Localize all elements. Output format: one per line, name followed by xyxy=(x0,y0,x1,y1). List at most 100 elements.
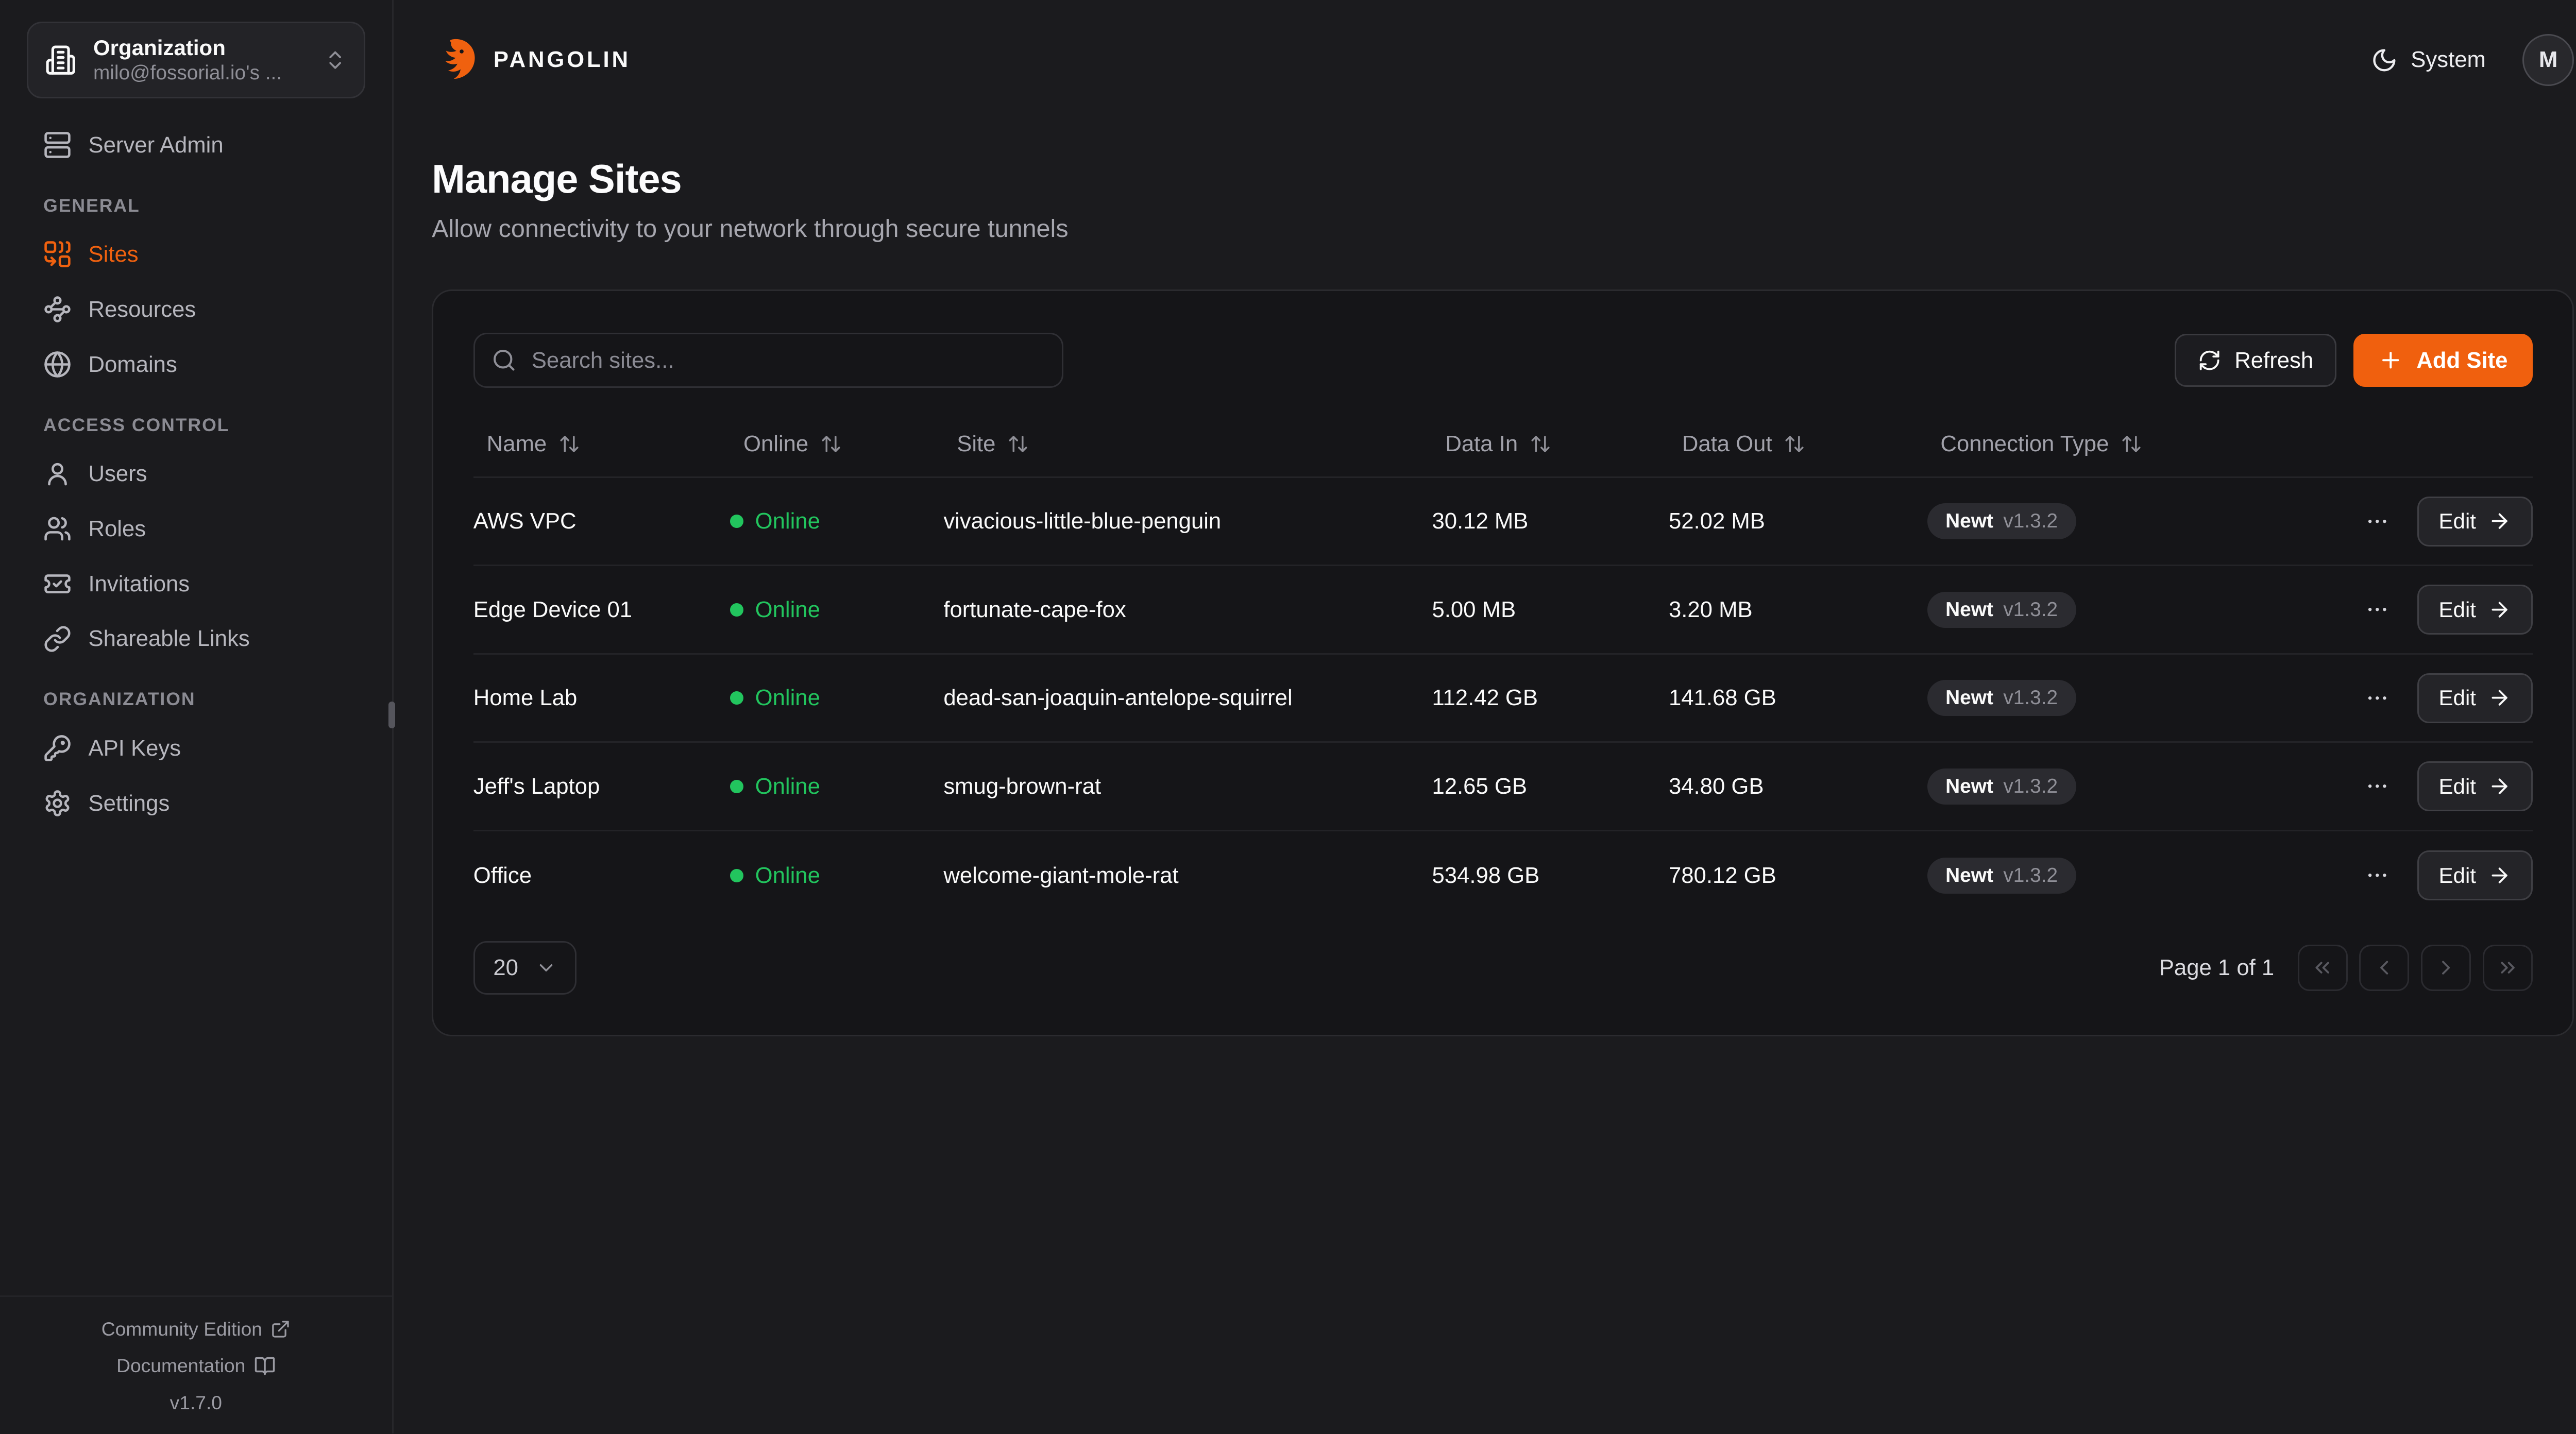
first-page-button[interactable] xyxy=(2297,944,2348,992)
edit-button[interactable]: Edit xyxy=(2417,761,2533,812)
cell-data-out: 141.68 GB xyxy=(1668,685,1776,711)
column-header-site[interactable]: Site xyxy=(943,431,1432,457)
brand-logo: PANGOLIN xyxy=(432,36,631,84)
online-dot-icon xyxy=(730,691,743,705)
column-header-label: Name xyxy=(486,431,547,456)
sidebar-footer: Community Edition Documentation v1.7.0 xyxy=(0,1295,392,1433)
chevron-left-icon xyxy=(2380,961,2388,975)
table-row: AWS VPC Online vivacious-little-blue-pen… xyxy=(473,478,2533,567)
connection-version-label: v1.3.2 xyxy=(2003,775,2058,797)
status-label: Online xyxy=(755,508,820,534)
prev-page-button[interactable] xyxy=(2359,944,2410,992)
cell-status: Online xyxy=(730,508,943,534)
ticket-check-icon xyxy=(43,570,72,598)
row-menu-button[interactable] xyxy=(2354,675,2401,722)
add-site-button[interactable]: Add Site xyxy=(2353,333,2533,387)
toolbar-actions: Refresh Add Site xyxy=(2175,333,2533,387)
cell-status: Online xyxy=(730,685,943,711)
edit-button-label: Edit xyxy=(2438,686,2476,710)
status-label: Online xyxy=(755,862,820,888)
community-edition-link[interactable]: Community Edition xyxy=(101,1315,291,1343)
sidebar-item-settings[interactable]: Settings xyxy=(27,780,365,827)
page-title: Manage Sites xyxy=(432,157,682,202)
sidebar-item-shareable-links[interactable]: Shareable Links xyxy=(27,616,365,662)
topbar-right: System M xyxy=(2371,34,2574,86)
cell-site: vivacious-little-blue-penguin xyxy=(943,508,1222,534)
arrow-right-icon xyxy=(2488,509,2511,533)
arrow-right-icon xyxy=(2488,864,2511,887)
chevrons-up-down-icon xyxy=(324,48,347,72)
sidebar-item-server-admin[interactable]: Server Admin xyxy=(27,122,365,168)
sidebar-item-api-keys[interactable]: API Keys xyxy=(27,725,365,772)
documentation-link[interactable]: Documentation xyxy=(116,1352,275,1380)
sidebar-item-domains[interactable]: Domains xyxy=(27,341,365,388)
sort-icon xyxy=(820,433,842,455)
table-footer: 20 Page 1 of 1 xyxy=(473,941,2533,995)
waypoints-icon xyxy=(43,295,72,323)
sidebar-item-resources[interactable]: Resources xyxy=(27,286,365,333)
cell-actions: Edit xyxy=(2327,585,2533,635)
connection-type-label: Newt xyxy=(1945,598,1993,621)
users-icon xyxy=(43,515,72,543)
column-header-name[interactable]: Name xyxy=(473,431,730,457)
avatar[interactable]: M xyxy=(2522,34,2574,86)
table-row: Jeff's Laptop Online smug-brown-rat 12.6… xyxy=(473,743,2533,831)
sidebar-resize-handle[interactable] xyxy=(388,702,396,729)
column-header-data-in[interactable]: Data In xyxy=(1432,431,1669,457)
column-header-label: Connection Type xyxy=(1940,431,2109,456)
topbar: PANGOLIN System M xyxy=(432,0,2574,120)
page-size-select[interactable]: 20 xyxy=(473,941,577,995)
section-label-general: GENERAL xyxy=(43,195,140,216)
sidebar-item-sites[interactable]: Sites xyxy=(27,231,365,278)
sidebar-item-roles[interactable]: Roles xyxy=(27,505,365,552)
row-menu-button[interactable] xyxy=(2354,763,2401,810)
edit-button[interactable]: Edit xyxy=(2417,673,2533,723)
edit-button[interactable]: Edit xyxy=(2417,496,2533,547)
cell-site: smug-brown-rat xyxy=(943,773,1101,799)
cell-data-out: 52.02 MB xyxy=(1668,508,1765,534)
section-label-access-control: ACCESS CONTROL xyxy=(43,414,230,435)
cell-data-out: 34.80 GB xyxy=(1668,773,1764,799)
column-header-connection-type[interactable]: Connection Type xyxy=(1927,431,2328,457)
status-label: Online xyxy=(755,596,820,622)
chevrons-right-icon xyxy=(2500,962,2515,974)
last-page-button[interactable] xyxy=(2482,944,2533,992)
arrow-right-icon xyxy=(2488,686,2511,709)
app-version: v1.7.0 xyxy=(170,1391,223,1413)
column-header-online[interactable]: Online xyxy=(730,431,943,457)
next-page-button[interactable] xyxy=(2420,944,2471,992)
column-header-label: Online xyxy=(743,431,809,456)
row-menu-button[interactable] xyxy=(2354,498,2401,545)
community-edition-label: Community Edition xyxy=(101,1318,262,1340)
chevrons-left-icon xyxy=(2315,962,2330,974)
connection-type-label: Newt xyxy=(1945,510,1993,533)
cell-connection-type: Newt v1.3.2 xyxy=(1927,503,2328,539)
edit-button-label: Edit xyxy=(2438,509,2476,534)
sidebar-item-users[interactable]: Users xyxy=(27,451,365,498)
connection-badge: Newt v1.3.2 xyxy=(1927,857,2076,894)
cell-data-in: 534.98 GB xyxy=(1432,862,1540,888)
sidebar-item-invitations[interactable]: Invitations xyxy=(27,560,365,607)
online-dot-icon xyxy=(730,868,743,882)
sort-icon xyxy=(2121,433,2142,455)
row-menu-button[interactable] xyxy=(2354,852,2401,899)
page-size-value: 20 xyxy=(493,955,518,981)
sort-icon xyxy=(1530,433,1551,455)
edit-button[interactable]: Edit xyxy=(2417,585,2533,635)
online-dot-icon xyxy=(730,515,743,528)
search-input[interactable] xyxy=(473,333,1064,388)
column-header-data-out[interactable]: Data Out xyxy=(1669,431,1927,457)
org-selector[interactable]: Organization milo@fossorial.io's ... xyxy=(26,22,365,98)
refresh-button[interactable]: Refresh xyxy=(2175,333,2337,387)
globe-icon xyxy=(43,350,72,379)
cell-name: Office xyxy=(473,862,532,888)
cell-actions: Edit xyxy=(2327,673,2533,723)
link-icon xyxy=(43,625,72,653)
connection-version-label: v1.3.2 xyxy=(2003,510,2058,533)
edit-button[interactable]: Edit xyxy=(2417,850,2533,901)
row-menu-button[interactable] xyxy=(2354,586,2401,633)
theme-toggle[interactable]: System xyxy=(2371,47,2486,74)
ellipsis-icon xyxy=(2368,696,2386,700)
connection-badge: Newt v1.3.2 xyxy=(1927,680,2076,716)
